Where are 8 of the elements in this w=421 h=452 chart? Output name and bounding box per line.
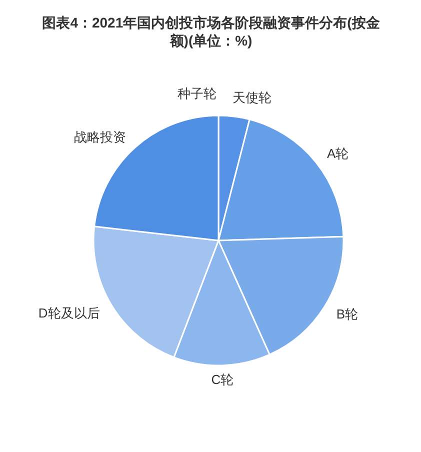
category-label: 种子轮	[178, 86, 216, 101]
slice-label: A轮	[326, 146, 349, 162]
slice-label: B轮	[336, 306, 358, 322]
chart-title: 图表4：2021年国内创投市场各阶段融资事件分布(按金额)(单位：%)	[42, 14, 381, 48]
slice-label: 战略投资	[74, 129, 126, 144]
slice-label: C轮	[211, 372, 234, 387]
slice-label: D轮及以后	[38, 305, 100, 320]
slice-label: 天使轮	[232, 90, 272, 105]
